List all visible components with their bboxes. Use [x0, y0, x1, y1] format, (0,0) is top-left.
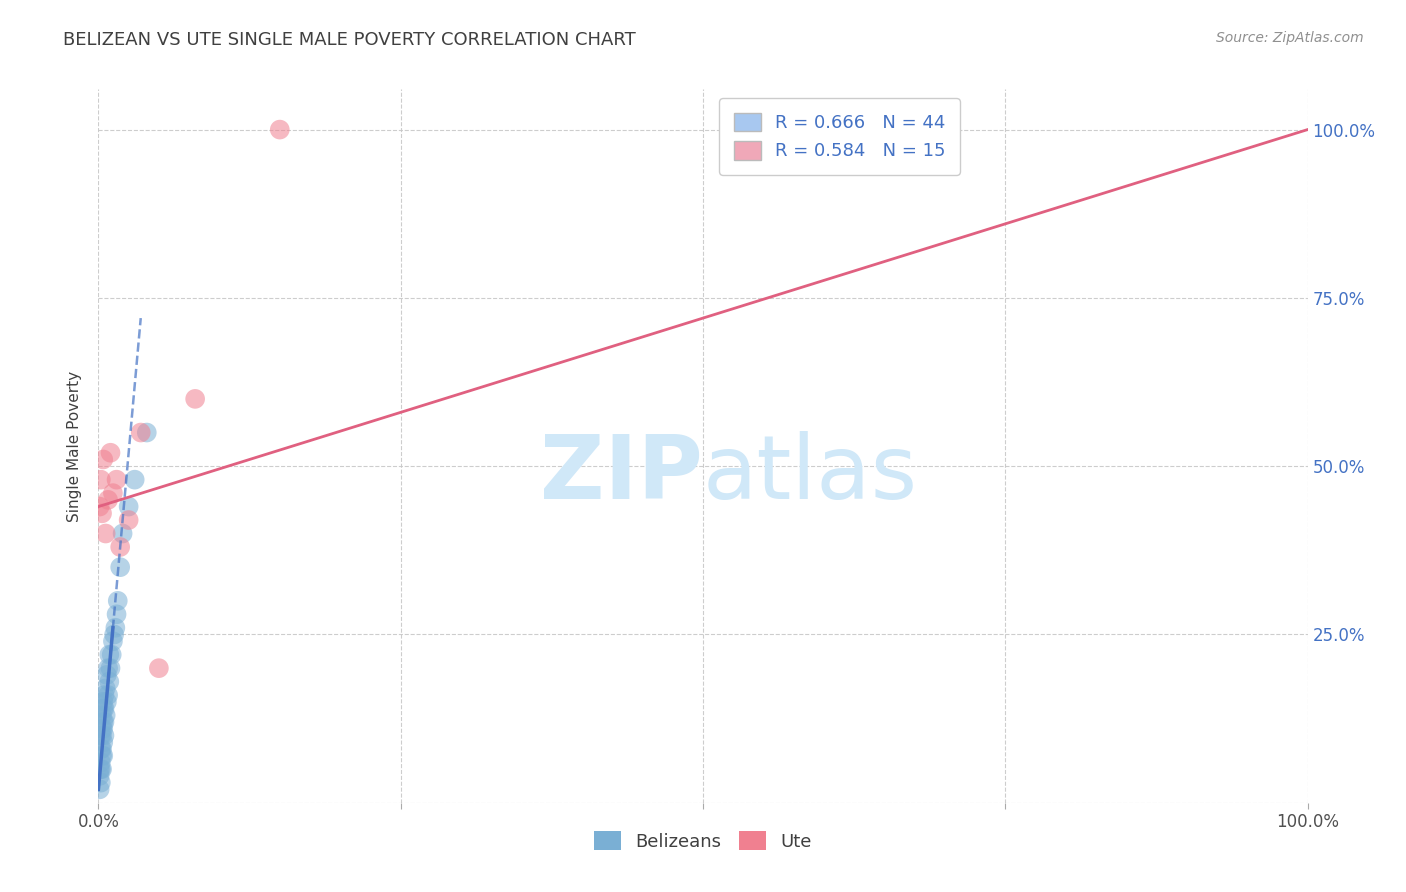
Point	[91, 762, 114, 776]
Point	[184, 392, 207, 406]
Point	[90, 756, 112, 770]
Point	[91, 722, 114, 736]
Point	[96, 695, 118, 709]
Point	[89, 762, 111, 776]
Point	[91, 742, 114, 756]
Point	[97, 492, 120, 507]
Point	[91, 714, 114, 729]
Point	[124, 473, 146, 487]
Point	[104, 621, 127, 635]
Point	[103, 627, 125, 641]
Point	[98, 674, 121, 689]
Legend: Belizeans, Ute: Belizeans, Ute	[586, 824, 820, 858]
Point	[97, 688, 120, 702]
Point	[89, 769, 111, 783]
Point	[91, 506, 114, 520]
Point	[107, 594, 129, 608]
Point	[90, 775, 112, 789]
Point	[100, 446, 122, 460]
Point	[101, 486, 124, 500]
Text: ZIP: ZIP	[540, 431, 703, 518]
Point	[91, 729, 114, 743]
Text: Source: ZipAtlas.com: Source: ZipAtlas.com	[1216, 31, 1364, 45]
Point	[91, 722, 114, 736]
Point	[105, 473, 128, 487]
Point	[100, 648, 122, 662]
Point	[96, 668, 118, 682]
Point	[93, 729, 115, 743]
Point	[90, 762, 112, 776]
Point	[93, 701, 115, 715]
Point	[129, 425, 152, 440]
Text: BELIZEAN VS UTE SINGLE MALE POVERTY CORRELATION CHART: BELIZEAN VS UTE SINGLE MALE POVERTY CORR…	[63, 31, 636, 49]
Point	[97, 661, 120, 675]
Point	[118, 500, 141, 514]
Point	[101, 634, 124, 648]
Point	[91, 701, 114, 715]
Point	[100, 661, 122, 675]
Point	[90, 742, 112, 756]
Y-axis label: Single Male Poverty: Single Male Poverty	[67, 370, 83, 522]
Point	[91, 452, 114, 467]
Point	[89, 500, 111, 514]
Point	[269, 122, 291, 136]
Point	[90, 729, 112, 743]
Point	[89, 782, 111, 797]
Point	[111, 526, 134, 541]
Point	[91, 748, 114, 763]
Point	[105, 607, 128, 622]
Point	[93, 688, 115, 702]
Point	[118, 513, 141, 527]
Point	[108, 560, 131, 574]
Point	[94, 681, 117, 696]
Point	[91, 708, 114, 723]
Point	[148, 661, 170, 675]
Text: atlas: atlas	[703, 431, 918, 518]
Point	[98, 648, 121, 662]
Point	[94, 526, 117, 541]
Point	[135, 425, 157, 440]
Point	[90, 473, 112, 487]
Point	[91, 735, 114, 749]
Point	[108, 540, 131, 554]
Point	[93, 714, 115, 729]
Point	[91, 748, 114, 763]
Point	[94, 708, 117, 723]
Point	[91, 695, 114, 709]
